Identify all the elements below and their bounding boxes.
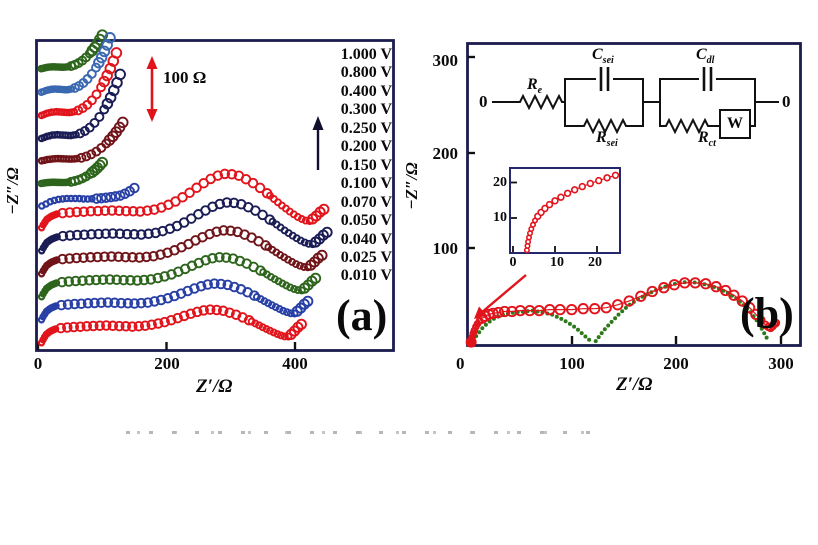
scale-bar-arrow bbox=[146, 56, 158, 122]
label-Cdl-sub: dl bbox=[706, 55, 715, 67]
parallel-block-sei bbox=[564, 78, 644, 102]
legend-voltage: 0.025 V bbox=[340, 248, 392, 266]
label-Re: Re bbox=[527, 77, 542, 99]
legend-voltage: 0.010 V bbox=[340, 267, 392, 285]
scale-bar-label: 100 Ω bbox=[163, 68, 207, 87]
panel-b-plot bbox=[465, 42, 802, 348]
panel-b-x-axis-label: Z′/Ω bbox=[616, 374, 653, 395]
series-resistor-Re bbox=[492, 93, 565, 111]
cropped-caption bbox=[126, 431, 604, 434]
capacitor-Cdl-plates bbox=[702, 67, 713, 91]
panel-a-plot bbox=[35, 29, 395, 352]
panel-b-origin-tick: 0 bbox=[456, 354, 465, 373]
parallel-block-ct bbox=[659, 78, 756, 102]
label-warburg: W bbox=[727, 115, 743, 132]
label-Cdl-base: C bbox=[696, 46, 707, 63]
panel-a-x-tick-400: 400 bbox=[282, 354, 308, 373]
circuit-terminal-right: 0 bbox=[782, 92, 791, 111]
equivalent-circuit bbox=[492, 67, 779, 139]
panel-b-y-tick-300: 300 bbox=[432, 51, 459, 70]
panel-b-x-tick-200: 200 bbox=[663, 354, 689, 373]
label-Csei-base: C bbox=[592, 46, 603, 63]
inset-x-tick-20: 20 bbox=[588, 255, 602, 270]
voltage-legend: 1.000 V 0.800 V 0.400 V 0.300 V 0.250 V … bbox=[341, 46, 392, 286]
label-Cdl: Cdl bbox=[696, 47, 714, 69]
circuit-terminal-left: 0 bbox=[479, 92, 488, 111]
panel-a-y-axis-label: −Z″/Ω bbox=[3, 167, 22, 215]
resistor-Rct bbox=[659, 102, 720, 135]
legend-voltage: 0.800 V bbox=[340, 64, 392, 82]
panel-a-x-tick-200: 200 bbox=[154, 354, 180, 373]
label-Re-base: R bbox=[527, 76, 538, 93]
legend-voltage: 0.400 V bbox=[340, 82, 392, 100]
capacitor-Csei-plates bbox=[599, 67, 610, 91]
legend-voltage: 0.040 V bbox=[340, 230, 392, 248]
legend-voltage: 0.150 V bbox=[340, 156, 392, 174]
panel-b-border bbox=[466, 42, 802, 347]
inset-x-tick-0: 0 bbox=[509, 255, 517, 270]
label-Re-sub: e bbox=[537, 85, 543, 97]
panel-a-x-axis-label: Z′/Ω bbox=[196, 376, 233, 397]
panel-a-x-tick-0: 0 bbox=[33, 354, 43, 373]
legend-voltage: 1.000 V bbox=[340, 46, 392, 63]
legend-voltage: 0.300 V bbox=[340, 101, 392, 119]
inset-y-tick-10: 10 bbox=[493, 210, 507, 225]
panel-b-ticks bbox=[468, 55, 783, 344]
warburg-box bbox=[719, 109, 751, 139]
panel-a-label: (a) bbox=[336, 291, 388, 340]
label-Csei: Csei bbox=[592, 47, 614, 69]
legend-voltage: 0.050 V bbox=[340, 212, 392, 230]
panel-a-x-ticks bbox=[36, 342, 297, 350]
panel-b-x-tick-300: 300 bbox=[768, 354, 794, 373]
voltage-direction-arrow bbox=[312, 116, 324, 170]
legend-voltage: 0.250 V bbox=[340, 119, 392, 137]
label-Rct-base: R bbox=[698, 129, 709, 146]
label-Rsei: Rsei bbox=[596, 130, 618, 152]
legend-voltage: 0.070 V bbox=[340, 193, 392, 211]
label-Csei-sub: sei bbox=[602, 55, 614, 67]
legend-voltage: 0.100 V bbox=[340, 175, 392, 193]
inset-curve bbox=[523, 171, 620, 254]
nyquist-curves-group bbox=[37, 29, 333, 347]
label-Rsei-base: R bbox=[596, 129, 607, 146]
panel-b-label: (b) bbox=[740, 289, 794, 338]
resistor-Rsei bbox=[564, 102, 644, 135]
panel-a-border bbox=[35, 39, 395, 352]
right-wire bbox=[750, 101, 779, 127]
inset-x-tick-10: 10 bbox=[550, 255, 564, 270]
panel-b-x-tick-100: 100 bbox=[559, 354, 585, 373]
legend-voltage: 0.200 V bbox=[340, 138, 392, 156]
label-Rct-sub: ct bbox=[708, 138, 716, 150]
label-Rsei-sub: sei bbox=[606, 138, 618, 150]
panel-b-y-tick-100: 100 bbox=[432, 239, 459, 258]
panel-b-y-tick-200: 200 bbox=[432, 144, 459, 163]
inset-y-tick-20: 20 bbox=[493, 175, 507, 190]
origin-pointer-arrow bbox=[474, 274, 527, 319]
label-Rct: Rct bbox=[698, 130, 716, 152]
inset-ticks bbox=[511, 181, 598, 252]
